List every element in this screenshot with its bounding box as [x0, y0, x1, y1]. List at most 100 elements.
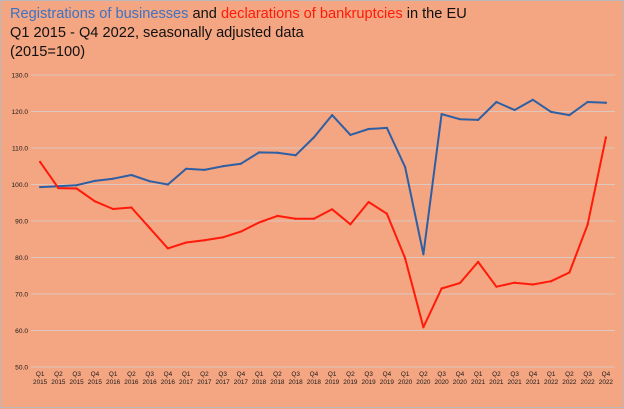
x-tick-quarter: Q4	[164, 371, 173, 378]
gridlines	[31, 74, 615, 368]
x-tick-quarter: Q1	[36, 371, 45, 378]
chart-heading: Registrations of businesses and declarat…	[10, 5, 467, 62]
x-tick-year: 2016	[143, 379, 158, 386]
registrations-point	[148, 180, 151, 183]
x-tick-year: 2015	[88, 379, 103, 386]
chart-subtitle: Q1 2015 - Q4 2022, seasonally adjusted d…	[10, 25, 304, 41]
x-tick-year: 2017	[234, 379, 249, 386]
x-tick-quarter: Q1	[182, 371, 191, 378]
bankruptcies-point	[422, 326, 425, 329]
x-tick-year: 2015	[70, 379, 85, 386]
registrations-point	[495, 100, 498, 104]
chart-title: Registrations of businesses and declarat…	[10, 5, 467, 24]
registrations-point	[39, 185, 42, 189]
x-tick-quarter: Q2	[127, 371, 136, 378]
chart-base-note: (2015=100)	[10, 44, 86, 60]
x-axis: Q12015Q22015Q32015Q42015Q12016Q22016Q320…	[33, 371, 613, 386]
x-tick-year: 2018	[289, 379, 304, 386]
registrations-point	[75, 184, 78, 187]
x-tick-quarter: Q3	[72, 371, 81, 378]
x-tick-quarter: Q2	[273, 371, 282, 378]
x-tick-year: 2020	[435, 379, 450, 386]
y-tick-label: 120.0	[11, 109, 28, 116]
bankruptcies-point	[550, 280, 553, 283]
bankruptcies-point	[404, 257, 407, 260]
registrations-point	[294, 154, 297, 157]
bankruptcies-point	[458, 281, 461, 285]
x-tick-quarter: Q2	[54, 371, 63, 378]
registrations-point	[312, 136, 315, 139]
registrations-point	[404, 165, 407, 169]
x-tick-quarter: Q3	[145, 371, 154, 378]
x-tick-quarter: Q3	[437, 371, 446, 378]
registrations-point	[331, 114, 334, 117]
x-tick-quarter: Q4	[456, 371, 465, 378]
bankruptcies-point	[568, 271, 571, 274]
x-tick-quarter: Q1	[255, 371, 264, 378]
bankruptcies-point	[239, 230, 242, 233]
x-tick-year: 2018	[270, 379, 285, 386]
x-tick-quarter: Q3	[218, 371, 227, 378]
x-tick-quarter: Q4	[529, 371, 538, 378]
bankruptcies-point	[367, 200, 370, 204]
registrations-point	[604, 101, 607, 104]
series-lines	[39, 98, 607, 329]
x-tick-quarter: Q3	[583, 371, 592, 378]
registrations-point	[385, 126, 388, 130]
x-tick-quarter: Q4	[237, 371, 246, 378]
x-tick-year: 2019	[343, 379, 358, 386]
bankruptcies-point	[331, 208, 334, 211]
bankruptcies-point	[440, 287, 443, 290]
y-tick-label: 90.0	[15, 218, 28, 225]
x-tick-year: 2016	[161, 379, 176, 386]
x-tick-year: 2019	[362, 379, 377, 386]
x-tick-quarter: Q1	[474, 371, 483, 378]
y-tick-label: 70.0	[15, 291, 28, 298]
y-tick-label: 60.0	[15, 328, 28, 335]
x-tick-quarter: Q1	[547, 371, 556, 378]
registrations-point	[550, 110, 553, 113]
x-tick-year: 2022	[599, 379, 614, 386]
x-tick-quarter: Q2	[200, 371, 209, 378]
x-tick-quarter: Q2	[565, 371, 574, 378]
registrations-point	[130, 173, 133, 177]
bankruptcies-point	[57, 187, 60, 190]
y-tick-label: 80.0	[15, 255, 28, 262]
x-tick-quarter: Q4	[602, 371, 611, 378]
bankruptcies-point	[604, 136, 607, 139]
registrations-point	[93, 179, 96, 182]
registrations-point	[422, 253, 425, 256]
bankruptcies-point	[276, 214, 279, 217]
x-tick-quarter: Q3	[291, 371, 300, 378]
bankruptcies-point	[148, 226, 151, 230]
bankruptcies-point	[75, 187, 78, 190]
y-tick-label: 100.0	[11, 182, 28, 189]
x-tick-year: 2017	[216, 379, 231, 386]
registrations-point	[531, 98, 534, 101]
title-suffix: in the EU	[402, 6, 467, 22]
bankruptcies-point	[221, 236, 224, 239]
title-and: and	[188, 6, 221, 22]
bankruptcies-point	[385, 212, 388, 215]
x-tick-year: 2019	[325, 379, 340, 386]
x-tick-quarter: Q1	[328, 371, 337, 378]
registrations-point	[166, 183, 169, 186]
x-tick-quarter: Q3	[364, 371, 373, 378]
x-tick-year: 2016	[106, 379, 121, 386]
registrations-point	[239, 162, 242, 165]
x-tick-year: 2022	[581, 379, 596, 386]
y-tick-label: 130.0	[11, 72, 28, 79]
x-tick-year: 2018	[252, 379, 267, 386]
registrations-point	[568, 114, 571, 117]
bankruptcies-point	[586, 223, 589, 226]
title-bankruptcies: declarations of bankruptcies	[220, 6, 403, 22]
bankruptcies-point	[495, 285, 498, 288]
x-tick-year: 2015	[51, 379, 66, 386]
registrations-point	[513, 108, 516, 112]
x-tick-quarter: Q4	[383, 371, 392, 378]
x-tick-year: 2017	[179, 379, 194, 386]
series-line-registrations	[39, 98, 607, 256]
bankruptcies-point	[349, 223, 352, 226]
